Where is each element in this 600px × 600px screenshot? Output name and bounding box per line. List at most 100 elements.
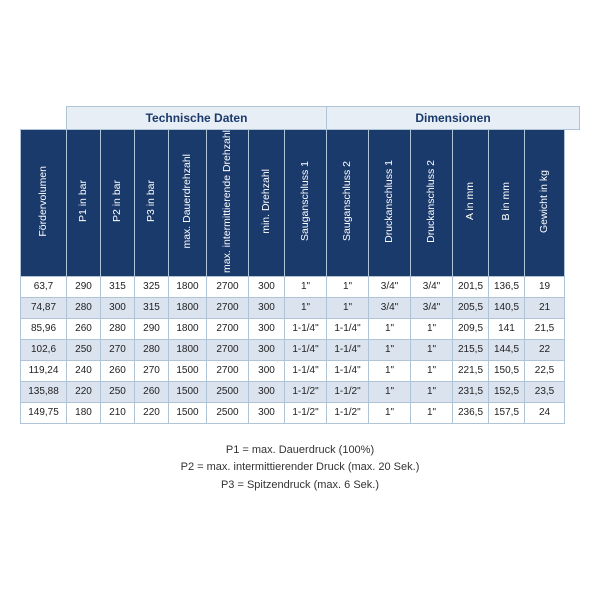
table-cell: 1" — [411, 339, 453, 360]
table-cell: 1" — [411, 402, 453, 423]
table-cell: 1" — [411, 381, 453, 402]
table-row: 149,75180210220150025003001-1/2"1-1/2"1"… — [21, 402, 580, 423]
table-cell: 1" — [411, 318, 453, 339]
table-cell: 1" — [327, 276, 369, 297]
table-cell: 157,5 — [489, 402, 525, 423]
table-cell: 24 — [525, 402, 565, 423]
table-cell: 21,5 — [525, 318, 565, 339]
table-row: 102,6250270280180027003001-1/4"1-1/4"1"1… — [21, 339, 580, 360]
table-cell: 210 — [101, 402, 135, 423]
table-cell: 1-1/4" — [327, 318, 369, 339]
table-cell: 1-1/2" — [327, 381, 369, 402]
column-header: max. intermittierende Drehzahl — [207, 129, 249, 276]
column-header: Sauganschluss 2 — [327, 129, 369, 276]
table-cell: 290 — [67, 276, 101, 297]
table-cell: 23,5 — [525, 381, 565, 402]
table-row: 74,87280300315180027003001"1"3/4"3/4"205… — [21, 297, 580, 318]
table-cell: 270 — [101, 339, 135, 360]
column-header-row: FördervolumenP1 in barP2 in barP3 in bar… — [21, 129, 580, 276]
column-header: min. Drehzahl — [249, 129, 285, 276]
table-cell: 1" — [327, 297, 369, 318]
table-cell: 280 — [101, 318, 135, 339]
table-cell: 205,5 — [453, 297, 489, 318]
table-cell: 180 — [67, 402, 101, 423]
legend-line: P3 = Spitzendruck (max. 6 Sek.) — [181, 477, 420, 495]
table-cell: 63,7 — [21, 276, 67, 297]
table-cell: 3/4" — [369, 297, 411, 318]
group-header-cell: Dimensionen — [327, 106, 580, 129]
table-cell: 150,5 — [489, 360, 525, 381]
table-cell: 140,5 — [489, 297, 525, 318]
table-cell: 102,6 — [21, 339, 67, 360]
table-cell: 236,5 — [453, 402, 489, 423]
legend-line: P1 = max. Dauerdruck (100%) — [181, 442, 420, 460]
table-row: 63,7290315325180027003001"1"3/4"3/4"201,… — [21, 276, 580, 297]
table-cell: 1-1/2" — [285, 381, 327, 402]
table-cell: 2700 — [207, 360, 249, 381]
table-row: 119,24240260270150027003001-1/4"1-1/4"1"… — [21, 360, 580, 381]
table-cell: 1" — [369, 318, 411, 339]
column-header: Fördervolumen — [21, 129, 67, 276]
table-cell: 3/4" — [411, 297, 453, 318]
column-header: Gewicht in kg — [525, 129, 565, 276]
table-cell: 300 — [249, 402, 285, 423]
column-header: A in mm — [453, 129, 489, 276]
table-cell: 135,88 — [21, 381, 67, 402]
table-cell: 141 — [489, 318, 525, 339]
column-header: Sauganschluss 1 — [285, 129, 327, 276]
group-header-cell: Technische Daten — [67, 106, 327, 129]
table-cell: 280 — [67, 297, 101, 318]
table-cell: 1500 — [169, 360, 207, 381]
column-header: P1 in bar — [67, 129, 101, 276]
table-cell: 300 — [101, 297, 135, 318]
table-cell: 74,87 — [21, 297, 67, 318]
table-cell: 250 — [101, 381, 135, 402]
table-cell: 209,5 — [453, 318, 489, 339]
table-cell: 2500 — [207, 402, 249, 423]
table-cell: 1800 — [169, 318, 207, 339]
table-cell: 220 — [67, 381, 101, 402]
table-cell: 300 — [249, 360, 285, 381]
legend: P1 = max. Dauerdruck (100%)P2 = max. int… — [181, 442, 420, 495]
table-body: 63,7290315325180027003001"1"3/4"3/4"201,… — [21, 276, 580, 423]
table-cell: 260 — [135, 381, 169, 402]
table-cell: 260 — [67, 318, 101, 339]
table-cell: 260 — [101, 360, 135, 381]
table-cell: 325 — [135, 276, 169, 297]
table-cell: 300 — [249, 381, 285, 402]
spec-table: Technische DatenDimensionen Fördervolume… — [20, 106, 580, 424]
table-cell: 300 — [249, 339, 285, 360]
table-cell: 1800 — [169, 276, 207, 297]
table-cell: 221,5 — [453, 360, 489, 381]
table-cell: 240 — [67, 360, 101, 381]
table-cell: 315 — [101, 276, 135, 297]
table-cell: 85,96 — [21, 318, 67, 339]
group-header-row: Technische DatenDimensionen — [21, 106, 580, 129]
column-header: B in mm — [489, 129, 525, 276]
table-cell: 2700 — [207, 276, 249, 297]
column-header: Druckanschluss 1 — [369, 129, 411, 276]
table-cell: 290 — [135, 318, 169, 339]
table-cell: 21 — [525, 297, 565, 318]
table-cell: 149,75 — [21, 402, 67, 423]
legend-line: P2 = max. intermittierender Druck (max. … — [181, 459, 420, 477]
table-cell: 1-1/4" — [285, 318, 327, 339]
table-row: 135,88220250260150025003001-1/2"1-1/2"1"… — [21, 381, 580, 402]
group-header-cell — [21, 106, 67, 129]
table-cell: 1" — [285, 297, 327, 318]
table-cell: 19 — [525, 276, 565, 297]
table-cell: 2700 — [207, 297, 249, 318]
table-cell: 1500 — [169, 381, 207, 402]
table-cell: 315 — [135, 297, 169, 318]
table-cell: 250 — [67, 339, 101, 360]
table-cell: 22 — [525, 339, 565, 360]
table-cell: 231,5 — [453, 381, 489, 402]
table-cell: 1" — [369, 339, 411, 360]
table-cell: 152,5 — [489, 381, 525, 402]
table-cell: 2500 — [207, 381, 249, 402]
table-cell: 1" — [369, 402, 411, 423]
table-cell: 220 — [135, 402, 169, 423]
table-cell: 300 — [249, 318, 285, 339]
table-cell: 1-1/4" — [285, 339, 327, 360]
table-cell: 201,5 — [453, 276, 489, 297]
